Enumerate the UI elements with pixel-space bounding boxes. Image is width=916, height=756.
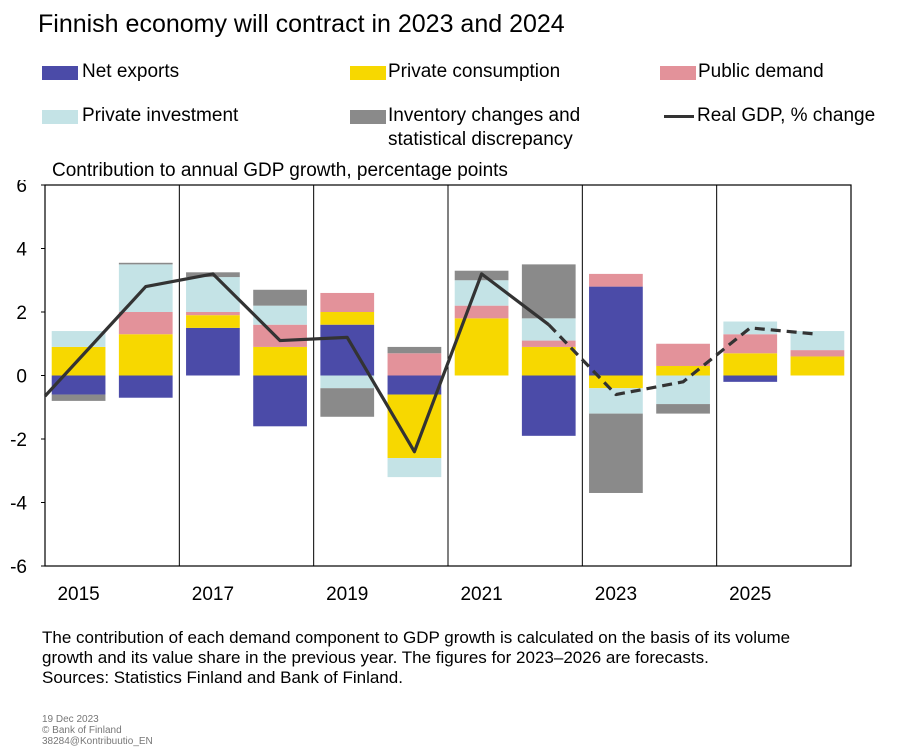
- bar-net-exports-2023: [589, 286, 643, 376]
- y-tick-label: -6: [10, 557, 27, 578]
- bar-private-investment-2018: [253, 305, 307, 325]
- bar-private-consumption-2022: [521, 346, 576, 376]
- bar-inventory-changes-2024: [656, 404, 710, 414]
- bar-inventory-changes-2019: [320, 388, 375, 417]
- bar-private-consumption-2024: [656, 365, 710, 376]
- x-tick-label: 2021: [460, 584, 502, 605]
- bar-net-exports-2015: [51, 375, 106, 395]
- legend-label-private-consumption: Private consumption: [388, 61, 561, 82]
- bar-inventory-changes-2016: [118, 262, 173, 265]
- bar-public-demand-2021: [454, 305, 509, 319]
- bar-public-demand-2016: [118, 312, 173, 335]
- legend-swatch-net-exports: [42, 66, 78, 80]
- bar-net-exports-2022: [521, 375, 576, 436]
- bar-net-exports-2025: [723, 375, 778, 382]
- bar-public-demand-2017: [186, 312, 240, 316]
- y-tick-label: 6: [16, 180, 27, 197]
- bar-public-demand-2026: [790, 350, 845, 357]
- legend-label-net-exports: Net exports: [82, 61, 180, 82]
- meta-copyright: © Bank of Finland: [42, 725, 122, 736]
- legend-label-inventory-changes-line1: Inventory changes and: [388, 105, 581, 126]
- gdp-line-actual: [43, 272, 550, 454]
- bar-private-investment-2020: [387, 458, 442, 478]
- bar-public-demand-2018: [253, 324, 307, 347]
- bar-inventory-changes-2023: [589, 413, 643, 493]
- footnote-line-2: growth and its value share in the previo…: [42, 648, 709, 667]
- legend-label-real-gdp: Real GDP, % change: [697, 105, 876, 126]
- bar-private-consumption-2016: [118, 334, 173, 376]
- bar-private-consumption-2023: [589, 375, 643, 389]
- bar-private-consumption-2017: [186, 315, 240, 328]
- bar-private-consumption-2026: [790, 356, 845, 376]
- bar-private-investment-2021: [454, 280, 509, 306]
- chart-area: 6 4 2 0 -2 -4 -6 2015 2017 2019 2021 2023 2025: [10, 180, 852, 605]
- footnote: The contribution of each demand componen…: [42, 628, 912, 688]
- bar-inventory-changes-2020: [387, 346, 442, 354]
- bar-private-investment-2019: [320, 375, 375, 389]
- bar-private-investment-2025: [723, 321, 778, 335]
- x-tick-label: 2017: [192, 584, 234, 605]
- bar-inventory-changes-2015: [51, 394, 106, 401]
- bar-public-demand-2024: [656, 343, 710, 366]
- chart-subtitle: Contribution to annual GDP growth, perce…: [52, 160, 508, 181]
- bar-public-demand-2023: [589, 273, 643, 287]
- legend-swatch-public-demand: [660, 66, 696, 80]
- x-tick-label: 2023: [595, 584, 637, 605]
- footnote-line-1: The contribution of each demand componen…: [42, 628, 791, 647]
- legend-swatch-private-investment: [42, 110, 78, 124]
- bar-private-consumption-2019: [320, 312, 375, 325]
- legend-label-private-investment: Private investment: [82, 105, 239, 126]
- y-tick-label: 4: [16, 240, 27, 261]
- bar-private-consumption-2021: [454, 318, 509, 376]
- x-tick-label: 2025: [729, 584, 771, 605]
- y-tick-label: 0: [16, 367, 27, 388]
- bar-net-exports-2016: [118, 375, 173, 398]
- legend-label-inventory-changes-line2: statistical discrepancy: [388, 129, 573, 150]
- bar-public-demand-2020: [387, 353, 442, 376]
- meta-date: 19 Dec 2023: [42, 714, 99, 725]
- bar-net-exports-2020: [387, 375, 442, 395]
- meta-code: 38284@Kontribuutio_EN: [42, 736, 153, 747]
- bar-inventory-changes-2018: [253, 289, 307, 306]
- legend-swatch-real-gdp: [664, 115, 694, 118]
- bar-public-demand-2022: [521, 340, 576, 347]
- bar-private-investment-2024: [656, 375, 710, 405]
- meta-info: 19 Dec 2023 © Bank of Finland 38284@Kont…: [42, 714, 153, 747]
- chart-title: Finnish economy will contract in 2023 an…: [38, 10, 565, 38]
- x-tick-label: 2019: [326, 584, 368, 605]
- x-tick-label: 2015: [57, 584, 99, 605]
- bar-private-investment-2017: [186, 277, 240, 312]
- bar-net-exports-2018: [253, 375, 307, 427]
- y-tick-label: -2: [10, 430, 27, 451]
- bar-private-investment-2022: [521, 318, 576, 341]
- legend-swatch-inventory-changes: [350, 110, 386, 124]
- bar-net-exports-2017: [186, 327, 240, 376]
- y-tick-label: -4: [10, 494, 27, 515]
- bar-private-investment-2026: [790, 331, 845, 351]
- bar-private-consumption-2025: [723, 353, 778, 376]
- gdp-line-forecast: [547, 323, 818, 397]
- footnote-line-3: Sources: Statistics Finland and Bank of …: [42, 668, 403, 687]
- y-tick-label: 2: [16, 303, 27, 324]
- bar-private-consumption-2018: [253, 346, 307, 376]
- legend-label-public-demand: Public demand: [698, 61, 824, 82]
- bar-public-demand-2019: [320, 292, 375, 312]
- legend-swatch-private-consumption: [350, 66, 386, 80]
